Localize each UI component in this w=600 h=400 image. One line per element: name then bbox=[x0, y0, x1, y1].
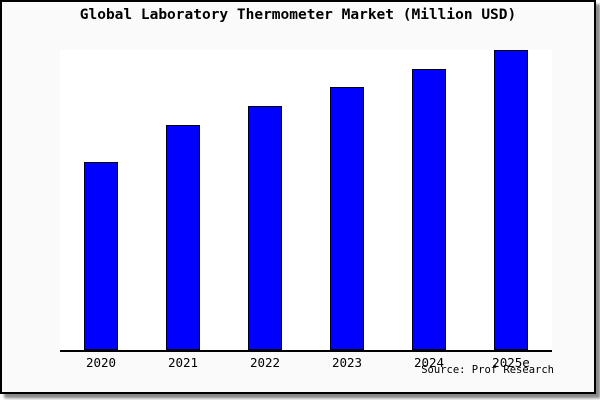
bar-slot-2025e bbox=[470, 50, 552, 350]
plot-area bbox=[60, 50, 552, 352]
x-tick-label-2022: 2022 bbox=[249, 355, 281, 370]
bar-slot-2022 bbox=[224, 50, 306, 350]
chart-card: Global Laboratory Thermometer Market (Mi… bbox=[0, 0, 596, 394]
bar-slot-2021 bbox=[142, 50, 224, 350]
chart-title: Global Laboratory Thermometer Market (Mi… bbox=[79, 7, 517, 23]
x-tick-label-2025e: 2025e bbox=[492, 355, 530, 370]
bar-slot-2023 bbox=[306, 50, 388, 350]
bar-slot-2020 bbox=[60, 50, 142, 350]
x-tick-label-2024: 2024 bbox=[413, 355, 445, 370]
x-tick-label-2021: 2021 bbox=[167, 355, 199, 370]
bar-2025e bbox=[494, 50, 528, 350]
source-label: Source: Prof Research bbox=[421, 364, 554, 376]
bar-2021 bbox=[166, 125, 200, 350]
x-axis-labels: 2020 2021 2022 2023 2024 2025e bbox=[60, 355, 552, 370]
bar-2024 bbox=[412, 69, 446, 350]
bar-2022 bbox=[248, 106, 282, 350]
x-tick-label-2020: 2020 bbox=[85, 355, 117, 370]
x-tick-label-2023: 2023 bbox=[331, 355, 363, 370]
bar-slot-2024 bbox=[388, 50, 470, 350]
bar-2023 bbox=[330, 87, 364, 350]
bar-2020 bbox=[84, 162, 118, 350]
